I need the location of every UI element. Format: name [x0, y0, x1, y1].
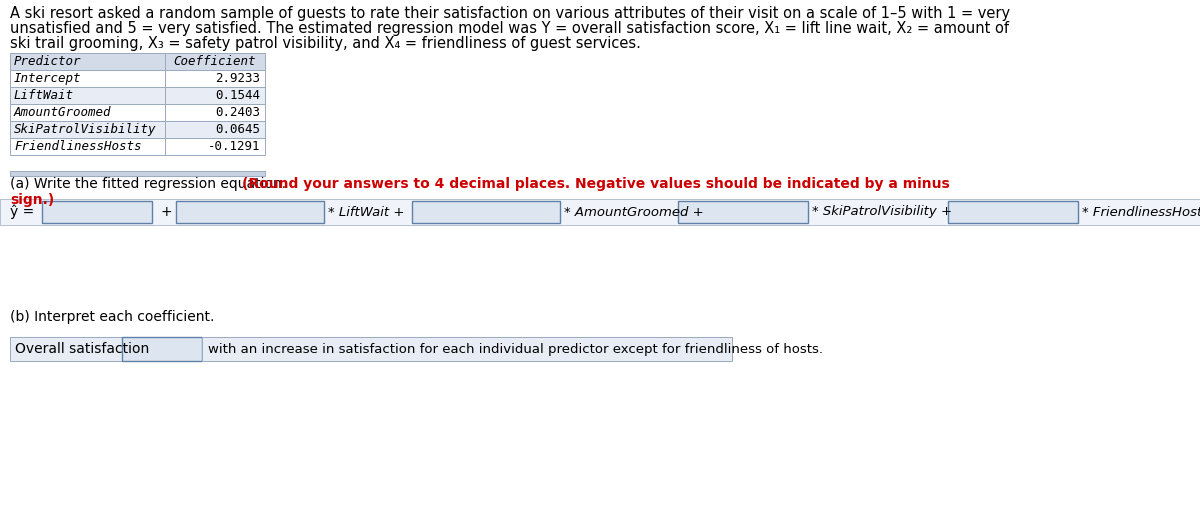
Text: (Round your answers to 4 decimal places. Negative values should be indicated by : (Round your answers to 4 decimal places.… [242, 177, 949, 191]
Text: FriendlinessHosts: FriendlinessHosts [14, 140, 142, 153]
FancyBboxPatch shape [0, 199, 1200, 225]
Text: 2.9233: 2.9233 [215, 72, 260, 85]
Text: ŷ =: ŷ = [10, 205, 35, 219]
Text: 0.1544: 0.1544 [215, 89, 260, 102]
FancyBboxPatch shape [10, 138, 166, 155]
FancyBboxPatch shape [176, 201, 324, 223]
FancyBboxPatch shape [166, 138, 265, 155]
Text: A ski resort asked a random sample of guests to rate their satisfaction on vario: A ski resort asked a random sample of gu… [10, 6, 1010, 21]
Text: * SkiPatrolVisibility +: * SkiPatrolVisibility + [812, 206, 952, 219]
FancyBboxPatch shape [166, 104, 265, 121]
Text: (a) Write the fitted regression equation.: (a) Write the fitted regression equation… [10, 177, 290, 191]
Text: 0.0645: 0.0645 [215, 123, 260, 136]
FancyBboxPatch shape [202, 337, 732, 361]
FancyBboxPatch shape [166, 87, 265, 104]
FancyBboxPatch shape [412, 201, 560, 223]
FancyBboxPatch shape [678, 201, 808, 223]
FancyBboxPatch shape [10, 104, 166, 121]
Text: sign.): sign.) [10, 193, 54, 207]
FancyBboxPatch shape [10, 121, 166, 138]
Text: Coefficient: Coefficient [174, 55, 257, 68]
FancyBboxPatch shape [10, 87, 166, 104]
Text: Predictor: Predictor [14, 55, 82, 68]
FancyBboxPatch shape [166, 121, 265, 138]
FancyBboxPatch shape [10, 70, 166, 87]
Text: unsatisfied and 5 = very satisfied. The estimated regression model was Y = overa: unsatisfied and 5 = very satisfied. The … [10, 21, 1009, 36]
FancyBboxPatch shape [122, 337, 202, 361]
FancyBboxPatch shape [10, 337, 122, 361]
Text: LiftWait: LiftWait [14, 89, 74, 102]
Text: with an increase in satisfaction for each individual predictor except for friend: with an increase in satisfaction for eac… [208, 342, 823, 356]
Text: (b) Interpret each coefficient.: (b) Interpret each coefficient. [10, 310, 215, 324]
Text: Overall satisfaction: Overall satisfaction [14, 342, 149, 356]
FancyBboxPatch shape [10, 171, 265, 176]
FancyBboxPatch shape [166, 53, 265, 70]
FancyBboxPatch shape [42, 201, 152, 223]
FancyBboxPatch shape [10, 53, 166, 70]
FancyBboxPatch shape [948, 201, 1078, 223]
Text: * FriendlinessHosts: * FriendlinessHosts [1082, 206, 1200, 219]
Text: AmountGroomed: AmountGroomed [14, 106, 112, 119]
Text: * LiftWait +: * LiftWait + [328, 206, 404, 219]
FancyBboxPatch shape [166, 70, 265, 87]
Text: -0.1291: -0.1291 [208, 140, 260, 153]
Text: Intercept: Intercept [14, 72, 82, 85]
Text: SkiPatrolVisibility: SkiPatrolVisibility [14, 123, 156, 136]
Text: ski trail grooming, X₃ = safety patrol visibility, and X₄ = friendliness of gues: ski trail grooming, X₃ = safety patrol v… [10, 36, 641, 51]
Text: 0.2403: 0.2403 [215, 106, 260, 119]
Text: +: + [160, 205, 172, 219]
Text: * AmountGroomed +: * AmountGroomed + [564, 206, 703, 219]
